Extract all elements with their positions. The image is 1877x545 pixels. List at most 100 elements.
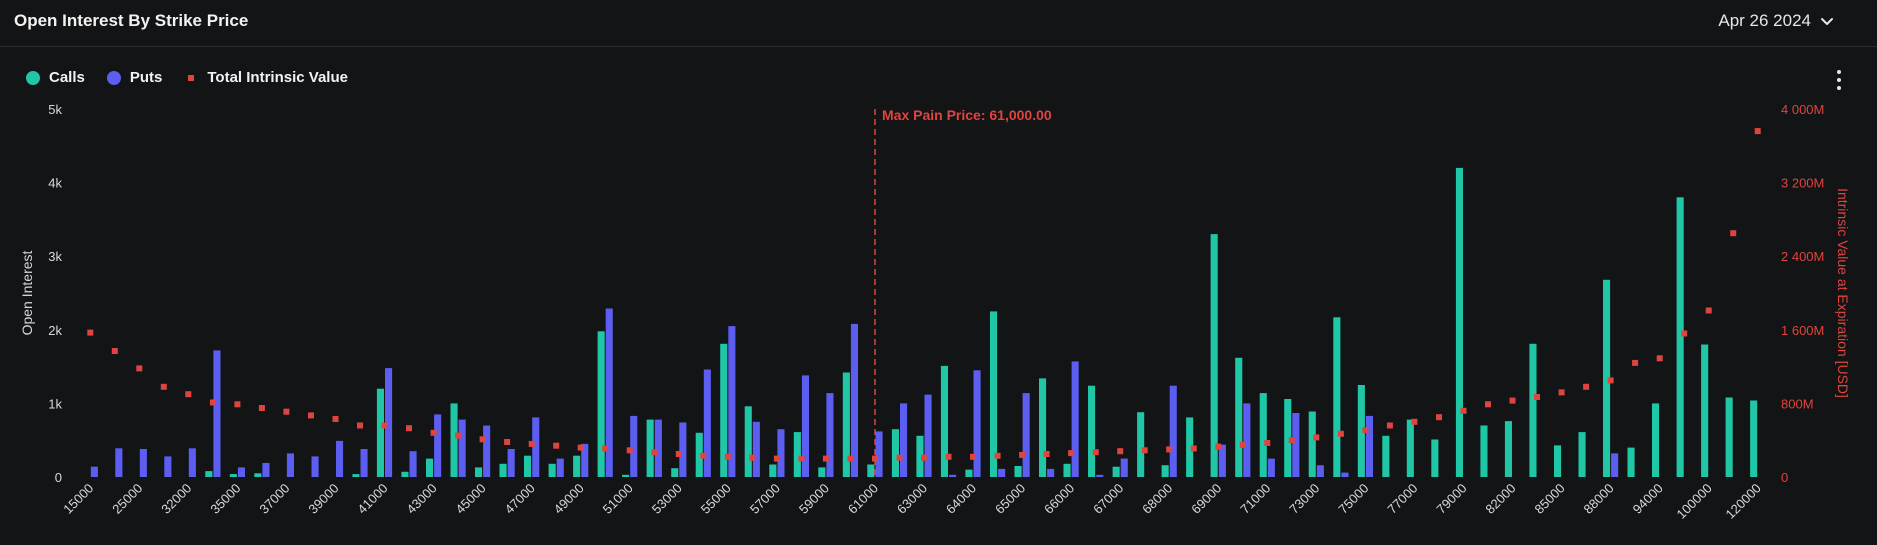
- tiv-point: [896, 454, 903, 461]
- puts-bar: [605, 308, 613, 477]
- tiv-point: [504, 439, 511, 445]
- calls-bar: [1039, 378, 1047, 477]
- legend-item-puts[interactable]: Puts: [106, 69, 162, 86]
- tiv-point: [1092, 449, 1099, 456]
- tiv-point: [111, 348, 118, 354]
- calls-bar: [818, 467, 826, 477]
- tiv-point: [1337, 430, 1344, 437]
- tiv-point: [1386, 422, 1393, 429]
- tiv-point: [406, 425, 412, 432]
- puts-bar: [507, 449, 515, 477]
- calls-bar: [1529, 343, 1537, 477]
- x-tick-label: 43000: [404, 481, 440, 517]
- y-axis-title: Open Interest: [19, 250, 35, 335]
- x-tick-label: 53000: [649, 481, 685, 517]
- tiv-point: [209, 399, 216, 406]
- tiv-point: [945, 453, 952, 460]
- tiv-swatch: [188, 74, 195, 81]
- calls-bar: [524, 455, 532, 477]
- puts-bar: [949, 474, 957, 477]
- x-tick-label: 61000: [845, 481, 881, 517]
- calls-bar: [1210, 234, 1218, 477]
- calls-bar: [1603, 279, 1611, 477]
- calls-bar: [1455, 167, 1463, 477]
- tiv-point: [1215, 443, 1222, 450]
- tiv-point: [160, 383, 167, 390]
- puts-bar: [115, 448, 123, 477]
- tiv-point: [1313, 434, 1320, 441]
- menu-dot-icon: [1837, 78, 1841, 82]
- calls-bar: [1627, 447, 1635, 477]
- tiv-point: [234, 401, 241, 408]
- calls-bar: [1333, 317, 1341, 477]
- puts-bar: [1169, 385, 1177, 477]
- y-tick-label: 0: [55, 470, 62, 485]
- calls-bar: [1308, 411, 1316, 477]
- tiv-point: [185, 391, 192, 398]
- puts-bar: [1243, 403, 1251, 477]
- calls-bar: [1161, 465, 1169, 477]
- tiv-point: [381, 422, 388, 429]
- tiv-point: [749, 454, 756, 461]
- x-tick-label: 39000: [305, 481, 341, 517]
- menu-dot-icon: [1837, 70, 1841, 74]
- calls-bar: [867, 464, 875, 477]
- calls-bar: [1357, 385, 1365, 477]
- tiv-point: [1264, 440, 1271, 446]
- tiv-point: [994, 452, 1001, 459]
- expiry-date-value: Apr 26 2024: [1718, 11, 1811, 30]
- tiv-point: [283, 408, 290, 415]
- tiv-point: [258, 405, 265, 411]
- calls-bar: [1554, 445, 1562, 477]
- calls-bar: [1652, 403, 1660, 477]
- tiv-point: [700, 452, 707, 459]
- puts-bar: [213, 350, 221, 477]
- chart-menu-button[interactable]: [1832, 68, 1846, 92]
- puts-bar: [1096, 474, 1104, 477]
- calls-bar: [205, 471, 213, 477]
- puts-bar: [581, 443, 589, 477]
- calls-bar: [597, 331, 605, 477]
- menu-dot-icon: [1837, 86, 1841, 90]
- x-tick-label: 88000: [1581, 481, 1617, 517]
- tiv-point: [1754, 128, 1761, 135]
- calls-bar: [1284, 399, 1292, 477]
- tiv-point: [602, 445, 609, 452]
- calls-bar: [1431, 439, 1439, 477]
- x-tick-label: 100000: [1674, 481, 1715, 522]
- expiry-date-select[interactable]: Apr 26 2024: [1718, 11, 1835, 31]
- tiv-point: [1043, 451, 1050, 457]
- x-tick-label: 77000: [1384, 481, 1420, 517]
- calls-bar: [965, 469, 973, 477]
- calls-bar: [916, 435, 924, 477]
- puts-bar: [1316, 465, 1324, 477]
- puts-bar: [654, 419, 662, 477]
- puts-bar: [556, 458, 564, 477]
- calls-bar: [548, 463, 556, 477]
- y2-tick-label: 3 200M: [1781, 176, 1824, 191]
- tiv-point: [1411, 418, 1418, 425]
- puts-bar: [1047, 468, 1055, 477]
- calls-bar: [1406, 419, 1414, 477]
- y-tick-label: 5k: [48, 102, 62, 117]
- y-tick-label: 1k: [48, 396, 62, 411]
- x-tick-label: 57000: [747, 481, 783, 517]
- tiv-point: [1019, 451, 1026, 458]
- calls-bar: [401, 471, 409, 477]
- calls-bar: [1676, 197, 1684, 478]
- puts-bar: [850, 323, 858, 477]
- legend-item-tiv[interactable]: Total Intrinsic Value: [184, 69, 348, 86]
- calls-bar: [1504, 421, 1512, 477]
- puts-bar: [188, 448, 196, 477]
- puts-swatch: [106, 70, 121, 85]
- tiv-point: [528, 440, 535, 447]
- tiv-point: [1141, 447, 1148, 454]
- tiv-point: [87, 329, 94, 336]
- chart-title: Open Interest By Strike Price: [14, 11, 249, 30]
- puts-bar: [924, 394, 932, 477]
- calls-bar: [646, 419, 654, 477]
- legend-item-calls[interactable]: Calls: [26, 69, 85, 86]
- x-tick-label: 69000: [1188, 481, 1224, 517]
- tiv-point: [553, 442, 560, 449]
- puts-bar: [164, 456, 172, 477]
